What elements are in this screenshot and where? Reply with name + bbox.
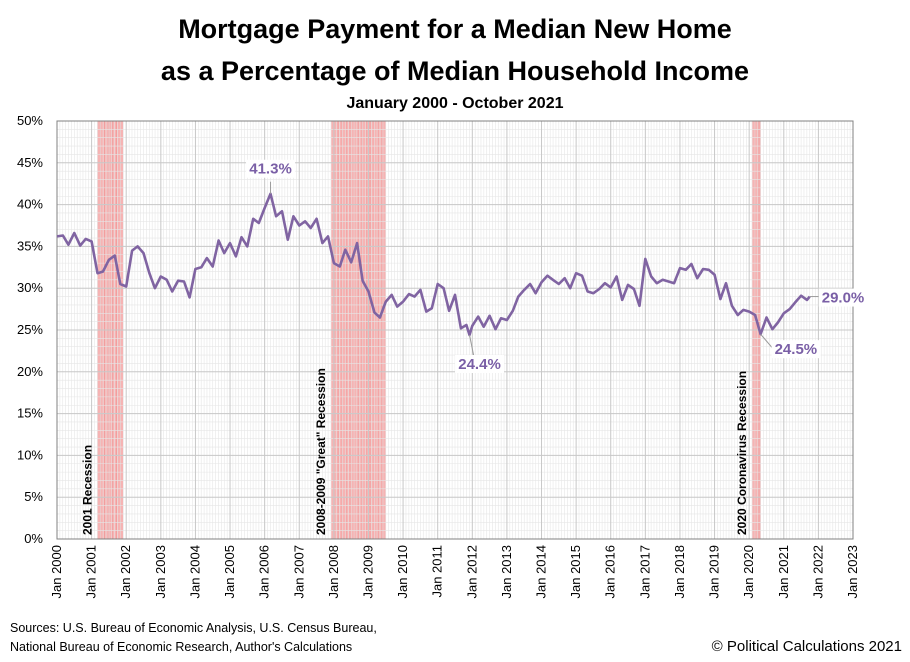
- x-tick-label: Jan 2012: [464, 545, 479, 599]
- annotation-leader: [760, 333, 773, 349]
- annotation-bg: [246, 159, 296, 178]
- series-layer: [56, 192, 811, 337]
- series-line-0: [56, 192, 811, 337]
- y-tick-label: 0%: [24, 531, 43, 546]
- x-tick-label: Jan 2013: [499, 545, 514, 599]
- annotation-label: 41.3%: [249, 161, 292, 178]
- x-tick-label: Jan 2015: [568, 545, 583, 599]
- x-tick-label: Jan 2021: [776, 545, 791, 599]
- x-tick-label: Jan 2014: [534, 545, 549, 599]
- annotation-leader: [469, 334, 475, 356]
- x-tick-label: Jan 2023: [845, 545, 860, 599]
- recession-label-0: 2001 Recession: [80, 445, 94, 535]
- sources-line-2: National Bureau of Economic Research, Au…: [10, 640, 352, 654]
- x-tick-label: Jan 2016: [603, 545, 618, 599]
- x-tick-label: Jan 2007: [291, 545, 306, 599]
- x-tick-label: Jan 2019: [707, 545, 722, 599]
- x-tick-label: Jan 2003: [153, 545, 168, 599]
- y-tick-label: 45%: [17, 155, 43, 170]
- x-tick-label: Jan 2002: [118, 545, 133, 599]
- annotations: 41.3% 24.4% 24.5% 29.0%: [246, 159, 868, 374]
- x-tick-label: Jan 2018: [672, 545, 687, 599]
- sources-line-1: Sources: U.S. Bureau of Economic Analysi…: [10, 621, 377, 635]
- y-tick-label: 15%: [17, 406, 43, 421]
- annotation-label: 24.4%: [458, 356, 501, 373]
- x-tick-label: Jan 2005: [222, 545, 237, 599]
- y-tick-label: 20%: [17, 364, 43, 379]
- chart-title-line-2: as a Percentage of Median Household Inco…: [161, 56, 749, 86]
- x-tick-label: Jan 2006: [257, 545, 272, 599]
- y-axis-ticks: 0% 5% 10% 15% 20% 25% 30% 35% 40% 45% 50%: [17, 113, 43, 546]
- x-tick-label: Jan 2004: [187, 545, 202, 599]
- annotation-bg: [455, 355, 505, 374]
- recession-label-1: 2008-2009 "Great" Recession: [314, 368, 328, 535]
- x-tick-label: Jan 2010: [395, 545, 410, 599]
- y-tick-label: 35%: [17, 238, 43, 253]
- annotation-label: 29.0%: [822, 290, 865, 307]
- x-tick-label: Jan 2011: [430, 545, 445, 598]
- y-tick-label: 25%: [17, 322, 43, 337]
- x-tick-label: Jan 2000: [49, 545, 64, 599]
- x-axis-ticks: Jan 2000 Jan 2001 Jan 2002 Jan 2003 Jan 2004…: [49, 545, 860, 599]
- copyright: © Political Calculations 2021: [712, 638, 902, 655]
- y-tick-label: 10%: [17, 447, 43, 462]
- x-tick-label: Jan 2009: [360, 545, 375, 599]
- recession-label-2: 2020 Coronavirus Recession: [735, 371, 749, 535]
- x-tick-label: Jan 2017: [637, 545, 652, 599]
- x-tick-label: Jan 2008: [326, 545, 341, 599]
- chart-title-line-1: Mortgage Payment for a Median New Home: [178, 14, 732, 44]
- y-tick-label: 5%: [24, 489, 43, 504]
- x-tick-label: Jan 2001: [84, 545, 99, 599]
- chart-subtitle: January 2000 - October 2021: [346, 95, 563, 112]
- recession-labels: 2001 Recession 2008-2009 "Great" Recessio…: [80, 368, 748, 535]
- y-tick-label: 40%: [17, 197, 43, 212]
- x-tick-label: Jan 2022: [810, 545, 825, 599]
- plot-frame: [56, 120, 854, 540]
- y-tick-label: 30%: [17, 280, 43, 295]
- annotation-bg: [771, 340, 821, 359]
- x-tick-label: Jan 2020: [741, 545, 756, 599]
- annotation-label: 24.5%: [775, 341, 818, 358]
- grid: [56, 120, 854, 540]
- annotation-bg: [818, 288, 868, 307]
- y-tick-label: 50%: [17, 113, 43, 128]
